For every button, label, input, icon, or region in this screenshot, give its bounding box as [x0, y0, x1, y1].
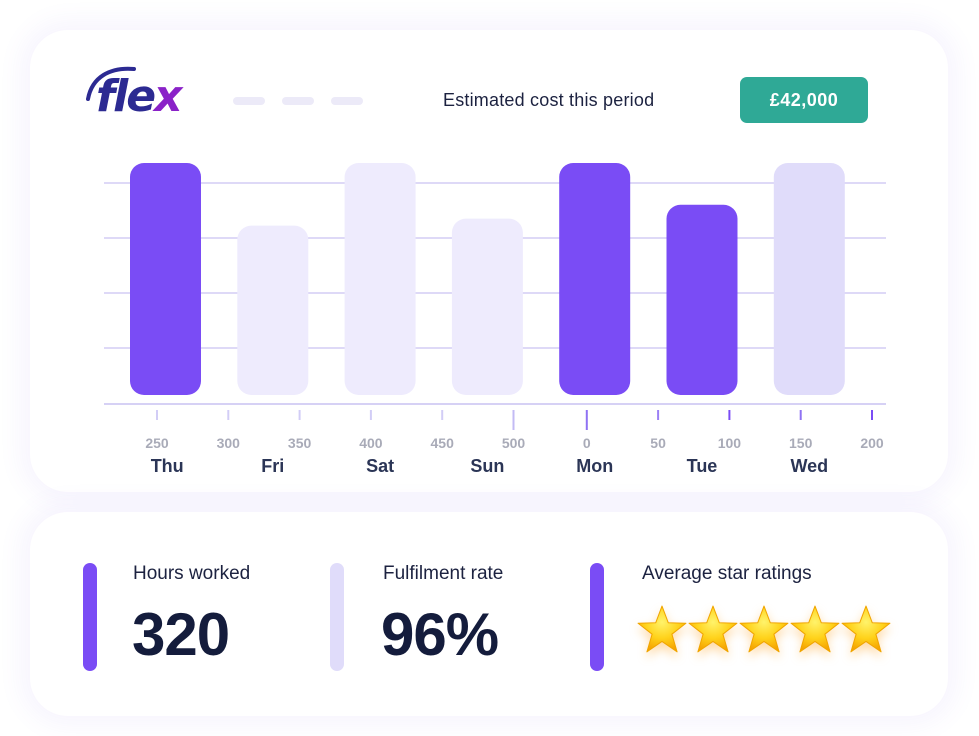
bar-wed	[773, 163, 845, 395]
metrics-card	[30, 512, 948, 716]
day-label-thu: Thu	[151, 456, 184, 476]
logo-text: flex	[96, 71, 182, 122]
day-label-sun: Sun	[470, 456, 504, 476]
tick-label: 400	[359, 435, 383, 451]
cost-badge: £42,000	[740, 77, 868, 123]
bar-sun	[451, 218, 523, 395]
bar-chart: Thu Fri Sat Sun Mon Tue Wed 250 300 350 400 450 500 0…	[104, 163, 886, 476]
tick-label: 450	[431, 435, 455, 451]
tick-label: 150	[789, 435, 813, 451]
star-icon	[790, 605, 840, 653]
bar-fri	[237, 225, 309, 395]
bar-thu	[130, 163, 201, 395]
tick-label: 350	[288, 435, 312, 451]
tick-label: 100	[718, 435, 742, 451]
placeholder-dash	[282, 97, 314, 105]
day-label-tue: Tue	[687, 456, 718, 476]
star-icon	[637, 605, 687, 653]
metric-accent-bar	[83, 563, 97, 671]
tick-label: 250	[145, 435, 169, 451]
placeholder-dash	[331, 97, 363, 105]
star-icon	[688, 605, 738, 653]
hours-worked-value: 320	[132, 601, 230, 668]
tick-label: 500	[502, 435, 526, 451]
fulfilment-rate-value: 96%	[381, 601, 499, 668]
day-label-sat: Sat	[366, 456, 394, 476]
star-rating	[636, 604, 892, 660]
fulfilment-rate-title: Fulfilment rate	[383, 563, 504, 584]
metric-accent-bar	[590, 563, 604, 671]
tick-label: 50	[650, 435, 666, 451]
logo-arc-icon	[86, 66, 136, 101]
tick-label: 300	[217, 435, 241, 451]
tick-label: 200	[860, 435, 884, 451]
star-ratings-title: Average star ratings	[642, 563, 812, 584]
bar-sat	[344, 163, 416, 395]
hours-worked-title: Hours worked	[133, 563, 251, 584]
day-label-fri: Fri	[261, 456, 284, 476]
cost-label: Estimated cost this period	[443, 90, 655, 110]
bar-tue	[666, 204, 738, 395]
day-label-mon: Mon	[576, 456, 613, 476]
day-label-wed: Wed	[790, 456, 828, 476]
metric-accent-bar	[330, 563, 344, 671]
flex-logo: flex	[82, 63, 192, 125]
star-icon	[841, 605, 891, 653]
tick-label: 0	[583, 435, 591, 451]
star-icon	[739, 605, 789, 653]
bar-mon	[559, 163, 631, 395]
placeholder-dash	[233, 97, 265, 105]
